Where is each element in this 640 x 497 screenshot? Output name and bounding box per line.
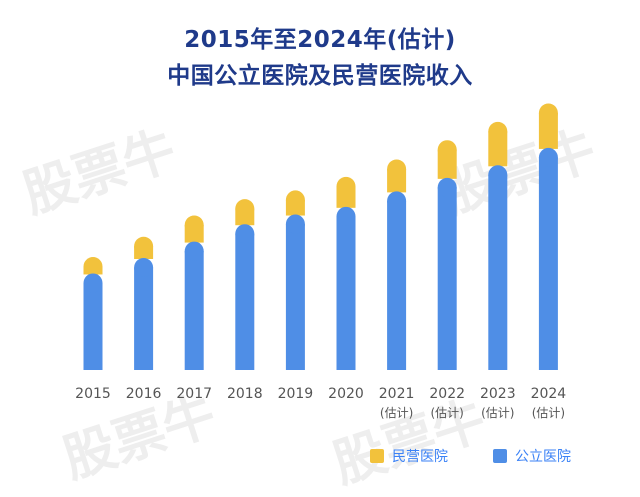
bar-public-2019 — [285, 224, 305, 370]
bar-private-2024 — [538, 113, 558, 149]
x-tick-sublabel-2021: (估计) — [380, 406, 413, 420]
bar-public-2018 — [235, 233, 255, 370]
bar-public-cap-2022 — [437, 177, 457, 197]
bar-public-cap-2023 — [488, 165, 508, 185]
legend-swatch-private — [370, 449, 384, 463]
bar-public-cap-2019 — [285, 214, 305, 234]
bar-private-cap-2015 — [83, 257, 103, 277]
bar-public-cap-2017 — [184, 241, 204, 261]
bar-public-cap-2016 — [134, 258, 154, 277]
x-tick-label-2018: 2018 — [227, 386, 263, 402]
x-tick-label-2019: 2019 — [278, 386, 314, 402]
x-tick-label-2015: 2015 — [75, 386, 111, 402]
x-tick-sublabel-2022: (估计) — [431, 406, 464, 420]
chart-title-line2: 中国公立医院及民营医院收入 — [167, 63, 473, 89]
bar-public-cap-2020 — [336, 206, 356, 226]
bar-private-cap-2021 — [387, 159, 407, 179]
bar-public-2022 — [437, 187, 457, 370]
bar-public-cap-2021 — [387, 191, 407, 211]
bar-private-cap-2016 — [134, 236, 154, 256]
bar-private-cap-2020 — [336, 176, 356, 196]
stacked-bar-chart: 2015 2016 2017 2018 2019 2020 2021 (估计) 2022 (估计)… — [75, 103, 567, 420]
x-tick-label-2020: 2020 — [328, 386, 364, 402]
legend-item-private: 民营医院 — [370, 446, 448, 466]
x-tick-label-2022: 2022 — [429, 386, 465, 402]
bar-public-2016 — [134, 267, 154, 370]
x-tick-label-2024: 2024 — [531, 386, 567, 402]
x-tick-sublabel-2023: (估计) — [481, 406, 514, 420]
legend-label-private: 民营医院 — [392, 449, 448, 465]
bar-private-cap-2022 — [437, 140, 457, 160]
bar-private-cap-2018 — [235, 199, 255, 219]
bar-public-2015 — [83, 282, 103, 370]
bar-public-cap-2018 — [235, 224, 255, 244]
x-tick-label-2017: 2017 — [176, 386, 212, 402]
bar-public-cap-2024 — [538, 147, 558, 167]
legend-item-public: 公立医院 — [493, 446, 571, 466]
bar-private-cap-2019 — [285, 190, 305, 210]
bar-public-2021 — [387, 200, 407, 370]
x-tick-label-2021: 2021 — [379, 386, 415, 402]
bar-public-2017 — [184, 251, 204, 370]
bar-private-cap-2017 — [184, 215, 204, 235]
x-tick-sublabel-2024: (估计) — [532, 406, 565, 420]
chart-title-line1: 2015年至2024年(估计) — [184, 27, 456, 53]
bar-public-2020 — [336, 216, 356, 370]
bar-private-cap-2024 — [538, 103, 558, 123]
legend-label-public: 公立医院 — [515, 449, 571, 465]
bar-public-2023 — [488, 174, 508, 370]
bar-private-cap-2023 — [488, 121, 508, 141]
bar-public-cap-2015 — [83, 273, 103, 293]
legend-swatch-public — [493, 449, 507, 463]
x-tick-label-2023: 2023 — [480, 386, 516, 402]
x-tick-label-2016: 2016 — [126, 386, 162, 402]
bar-public-2024 — [538, 157, 558, 370]
bar-private-2023 — [488, 131, 508, 167]
